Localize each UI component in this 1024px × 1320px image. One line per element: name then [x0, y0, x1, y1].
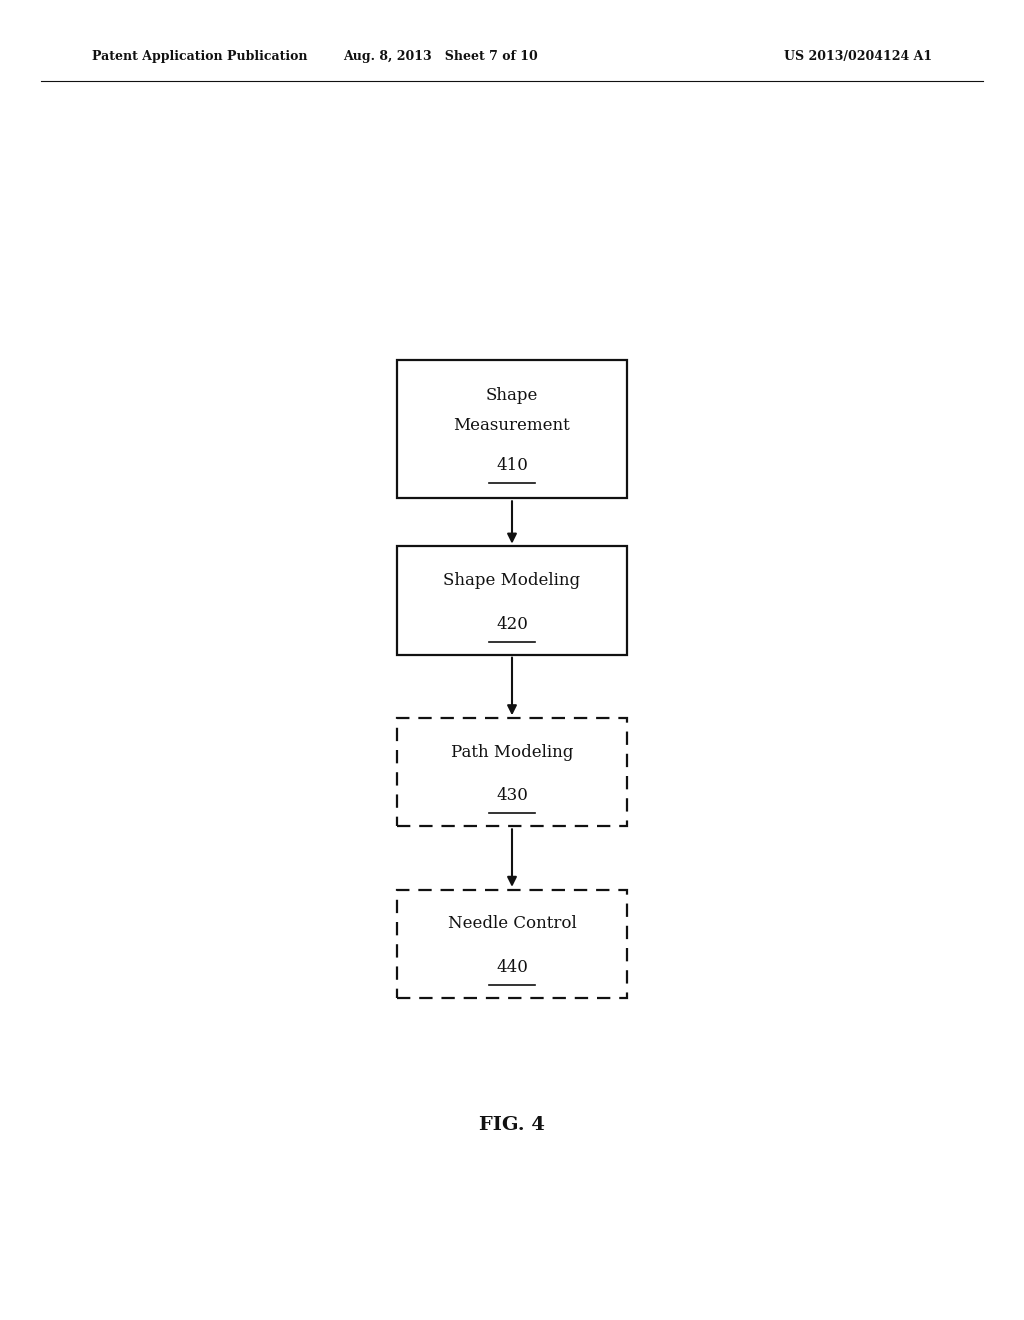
Text: Patent Application Publication: Patent Application Publication: [92, 50, 307, 63]
Text: Needle Control: Needle Control: [447, 916, 577, 932]
Text: 430: 430: [496, 788, 528, 804]
Text: Aug. 8, 2013   Sheet 7 of 10: Aug. 8, 2013 Sheet 7 of 10: [343, 50, 538, 63]
Text: Measurement: Measurement: [454, 417, 570, 433]
Text: Shape: Shape: [485, 388, 539, 404]
Text: 440: 440: [496, 960, 528, 975]
Bar: [397, 890, 627, 998]
Bar: [397, 546, 627, 655]
Text: 410: 410: [496, 458, 528, 474]
Text: Shape Modeling: Shape Modeling: [443, 573, 581, 589]
Bar: [397, 360, 627, 498]
Text: US 2013/0204124 A1: US 2013/0204124 A1: [783, 50, 932, 63]
Text: FIG. 4: FIG. 4: [479, 1115, 545, 1134]
Bar: [397, 718, 627, 826]
Text: 420: 420: [496, 616, 528, 632]
Text: Path Modeling: Path Modeling: [451, 744, 573, 760]
